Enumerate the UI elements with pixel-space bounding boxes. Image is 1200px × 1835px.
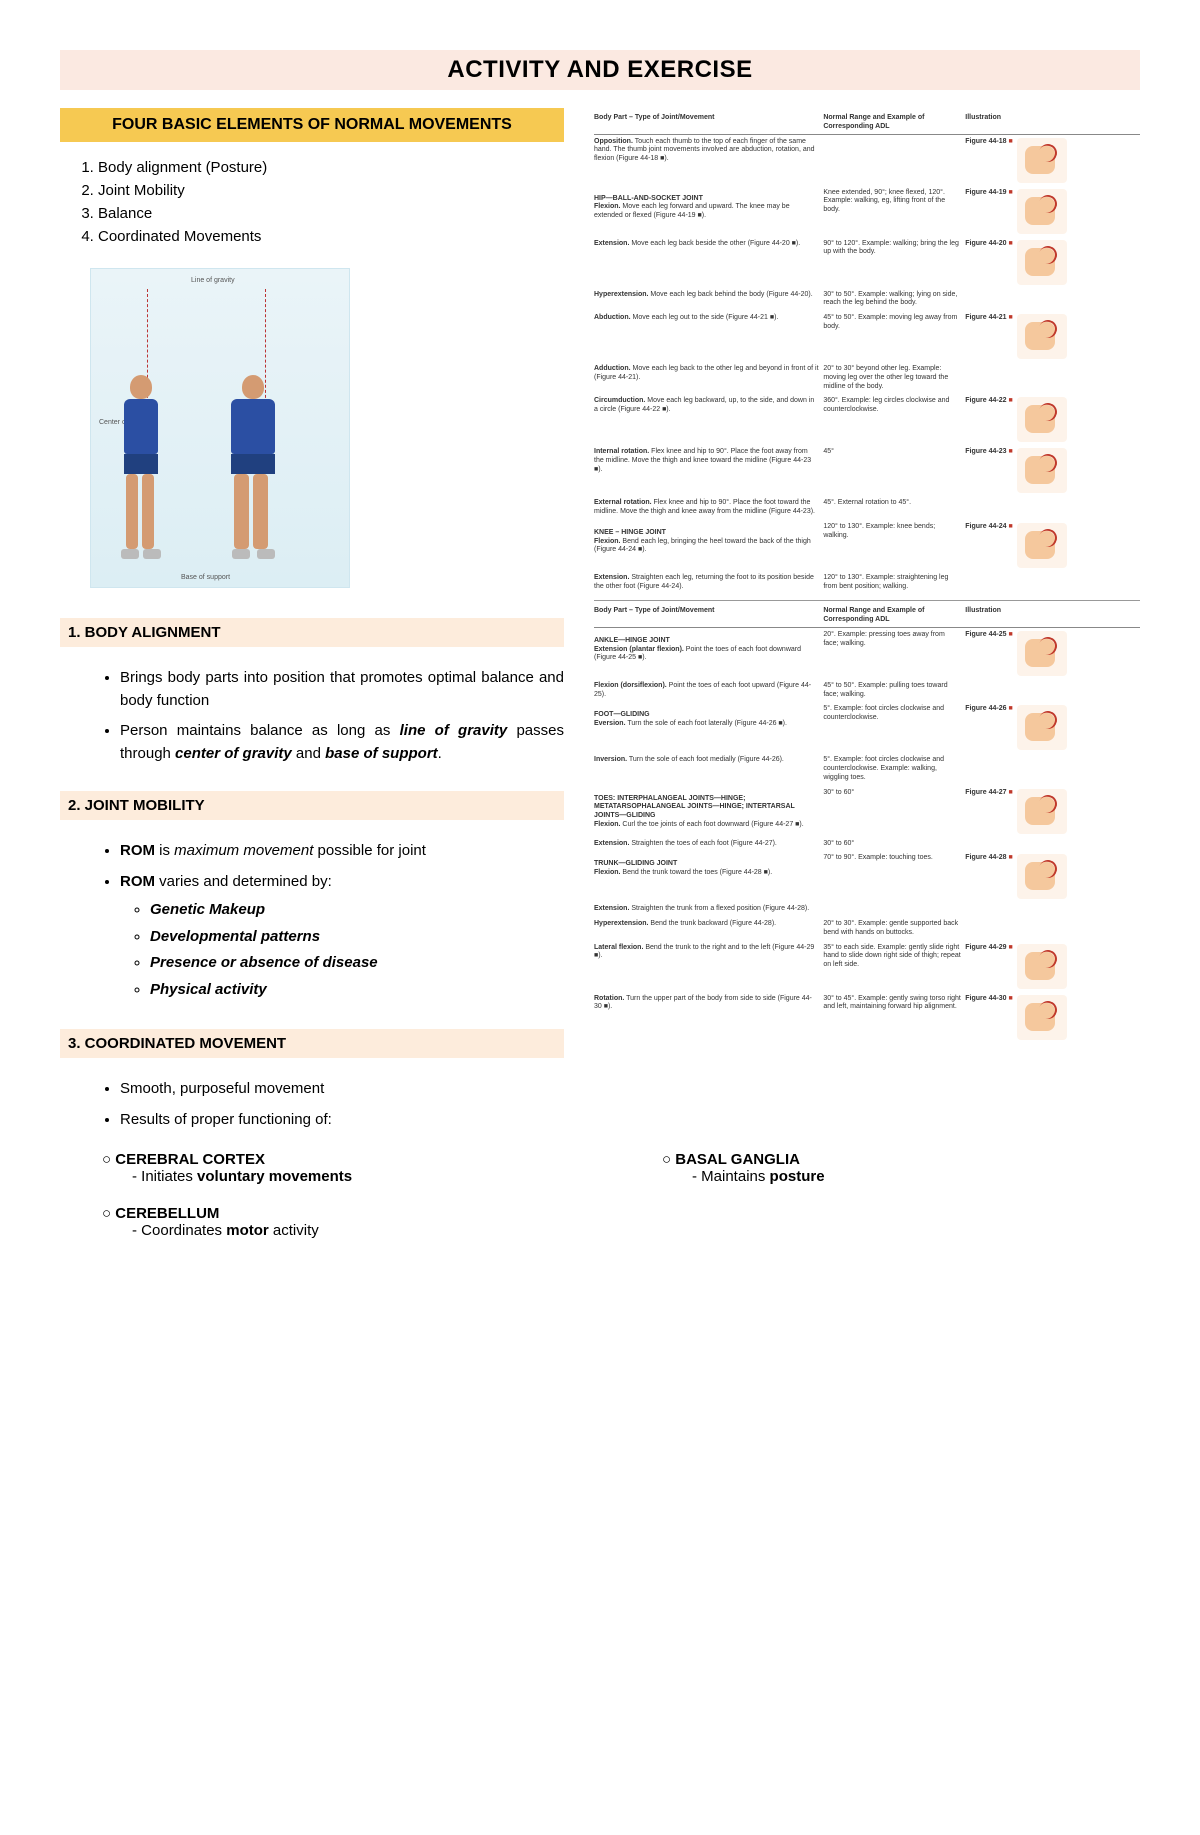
table-row: FOOT—GLIDINGEversion. Turn the sole of e… (594, 702, 1140, 753)
body-alignment-bullets: Brings body parts into position that pro… (60, 663, 564, 769)
list-item: ROM varies and determined by: Genetic Ma… (120, 867, 564, 1008)
table-row: Extension. Straighten the toes of each f… (594, 837, 1140, 852)
reference-table-1: Body Part – Type of Joint/Movement Norma… (594, 112, 1140, 594)
table-row: Hyperextension. Bend the trunk backward … (594, 917, 1140, 941)
brain-cortex-head: CEREBRAL CORTEX (120, 1151, 580, 1168)
illustration-thumb (1017, 944, 1067, 989)
brain-structures: CEREBRAL CORTEX Initiates voluntary move… (60, 1151, 1140, 1259)
table-header: Illustration (965, 607, 1140, 625)
table-row: Adduction. Move each leg back to the oth… (594, 362, 1140, 394)
list-item: Results of proper functioning of: (120, 1105, 564, 1136)
section-joint-mobility: 2. JOINT MOBILITY (60, 791, 564, 820)
table-header: Illustration (965, 114, 1140, 132)
illustration-thumb (1017, 854, 1067, 899)
table-header: Normal Range and Example of Correspondin… (823, 607, 965, 625)
list-item: Physical activity (150, 977, 564, 1004)
figure-label: Base of support (181, 574, 230, 581)
illustration-thumb (1017, 631, 1067, 676)
list-item: Developmental patterns (150, 924, 564, 951)
table-row: Lateral flexion. Bend the trunk to the r… (594, 941, 1140, 992)
table-row: Extension. Straighten the trunk from a f… (594, 902, 1140, 917)
table-row: External rotation. Flex knee and hip to … (594, 496, 1140, 520)
list-item: Smooth, purposeful movement (120, 1074, 564, 1105)
illustration-thumb (1017, 240, 1067, 285)
list-item: Presence or absence of disease (150, 950, 564, 977)
list-item: Body alignment (Posture) (98, 156, 564, 179)
brain-basal-head: BASAL GANGLIA (680, 1151, 1140, 1168)
illustration-thumb (1017, 523, 1067, 568)
table-row: ANKLE—HINGE JOINTExtension (plantar flex… (594, 628, 1140, 679)
illustration-thumb (1017, 138, 1067, 183)
section-coordinated: 3. COORDINATED MOVEMENT (60, 1029, 564, 1058)
brain-cortex-desc: Initiates voluntary movements (120, 1168, 580, 1185)
figure-person-side (121, 375, 161, 559)
brain-basal-desc: Maintains posture (680, 1168, 1140, 1185)
left-column: FOUR BASIC ELEMENTS OF NORMAL MOVEMENTS … (60, 108, 564, 1135)
table-row: Internal rotation. Flex knee and hip to … (594, 445, 1140, 496)
right-column: Body Part – Type of Joint/Movement Norma… (594, 108, 1140, 1135)
illustration-thumb (1017, 189, 1067, 234)
illustration-thumb (1017, 789, 1067, 834)
figure-person-front (231, 375, 275, 559)
table-row: Hyperextension. Move each leg back behin… (594, 288, 1140, 312)
illustration-thumb (1017, 995, 1067, 1040)
list-item: Balance (98, 202, 564, 225)
table-row: Flexion (dorsiflexion). Point the toes o… (594, 679, 1140, 703)
coordinated-bullets: Smooth, purposeful movement Results of p… (60, 1074, 564, 1135)
table-row: Inversion. Turn the sole of each foot me… (594, 753, 1140, 785)
four-elements-header: FOUR BASIC ELEMENTS OF NORMAL MOVEMENTS (60, 108, 564, 142)
table-header: Body Part – Type of Joint/Movement (594, 114, 823, 132)
table-row: Extension. Move each leg back beside the… (594, 237, 1140, 288)
reference-table-2: Body Part – Type of Joint/Movement Norma… (594, 600, 1140, 1042)
list-item: Brings body parts into position that pro… (120, 663, 564, 716)
illustration-thumb (1017, 705, 1067, 750)
table-header: Body Part – Type of Joint/Movement (594, 607, 823, 625)
illustration-thumb (1017, 314, 1067, 359)
table-row: Extension. Straighten each leg, returnin… (594, 571, 1140, 595)
section-body-alignment: 1. BODY ALIGNMENT (60, 618, 564, 647)
brain-cerebellum-head: CEREBELLUM (120, 1205, 580, 1222)
elements-list: Body alignment (Posture) Joint Mobility … (60, 156, 564, 248)
brain-cerebellum-desc: Coordinates motor activity (120, 1222, 580, 1239)
table-row: Circumduction. Move each leg backward, u… (594, 394, 1140, 445)
illustration-thumb (1017, 448, 1067, 493)
joint-mobility-bullets: ROM is maximum movement possible for joi… (60, 836, 564, 1007)
table-row: TOES: INTERPHALANGEAL JOINTS—HINGE; META… (594, 786, 1140, 837)
figure-label: Line of gravity (191, 277, 235, 284)
page-title: ACTIVITY AND EXERCISE (60, 50, 1140, 90)
table-row: KNEE – HINGE JOINTFlexion. Bend each leg… (594, 520, 1140, 571)
table-row: HIP—BALL-AND-SOCKET JOINTFlexion. Move e… (594, 186, 1140, 237)
table-header: Normal Range and Example of Correspondin… (823, 114, 965, 132)
table-row: Rotation. Turn the upper part of the bod… (594, 992, 1140, 1043)
illustration-thumb (1017, 397, 1067, 442)
posture-figure: Line of gravity Center of gravity Base o… (90, 268, 350, 588)
list-item: ROM is maximum movement possible for joi… (120, 836, 564, 867)
list-item: Genetic Makeup (150, 897, 564, 924)
list-item: Joint Mobility (98, 179, 564, 202)
table-row: Opposition. Touch each thumb to the top … (594, 135, 1140, 186)
list-item: Coordinated Movements (98, 225, 564, 248)
list-item: Person maintains balance as long as line… (120, 716, 564, 769)
table-row: Abduction. Move each leg out to the side… (594, 311, 1140, 362)
table-row: TRUNK—GLIDING JOINTFlexion. Bend the tru… (594, 851, 1140, 902)
